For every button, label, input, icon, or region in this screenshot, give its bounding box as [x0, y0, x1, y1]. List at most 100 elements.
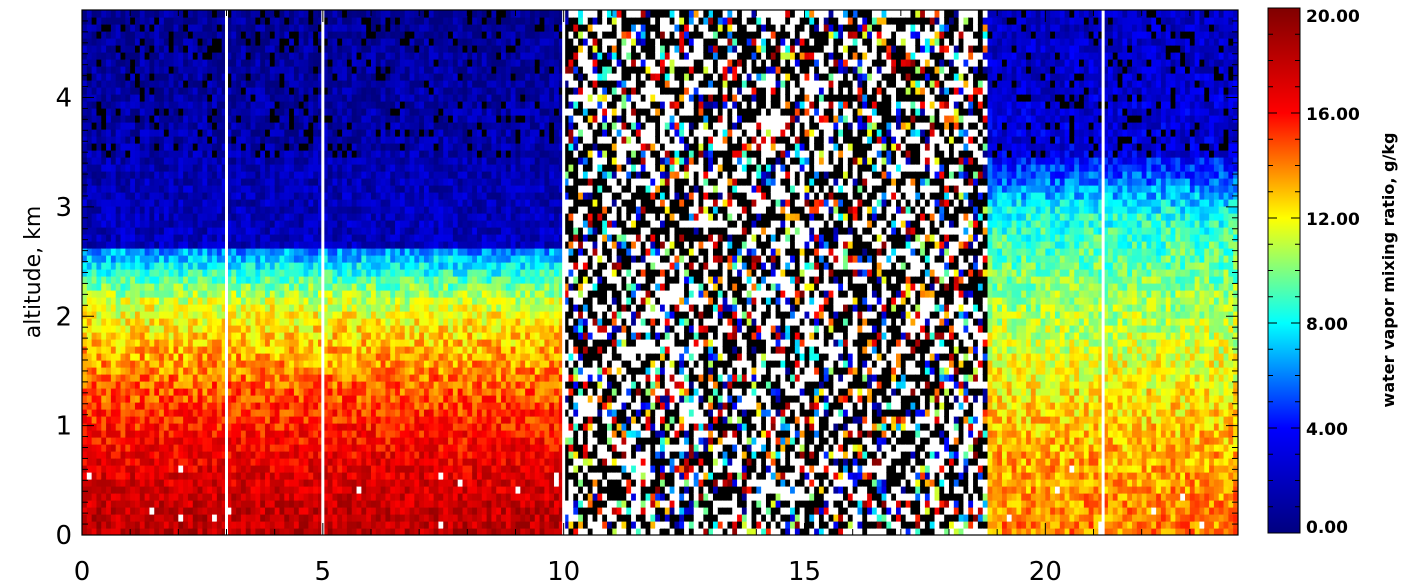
heatmap-cell — [187, 297, 194, 305]
heatmap-cell — [115, 101, 122, 109]
heatmap-cell — [120, 290, 126, 298]
heatmap-cell — [96, 269, 102, 277]
heatmap-cell — [395, 45, 401, 53]
heatmap-cell — [265, 500, 271, 508]
heatmap-cell — [255, 108, 261, 116]
heatmap-cell — [250, 10, 256, 18]
heatmap-cell — [183, 353, 189, 361]
heatmap-cell — [342, 45, 348, 53]
heatmap-cell — [192, 486, 199, 494]
heatmap-cell — [82, 423, 88, 431]
heatmap-cell — [293, 493, 300, 501]
heatmap-cell — [318, 283, 324, 291]
heatmap-cell — [322, 52, 329, 60]
heatmap-cell — [255, 409, 261, 417]
heatmap-cell — [226, 290, 232, 298]
heatmap-cell — [125, 451, 131, 459]
heatmap-cell — [279, 507, 285, 515]
heatmap-cell — [303, 311, 309, 319]
heatmap-cell — [274, 297, 281, 305]
heatmap-cell — [332, 115, 338, 123]
heatmap-cell — [82, 339, 88, 347]
heatmap-cell — [130, 150, 136, 158]
heatmap-cell — [101, 66, 107, 74]
heatmap-cell — [110, 325, 117, 333]
heatmap-cell — [260, 122, 266, 130]
heatmap-cell — [226, 206, 232, 214]
heatmap-cell — [298, 52, 305, 60]
heatmap-cell — [91, 283, 98, 291]
heatmap-cell — [221, 17, 228, 25]
heatmap-cell — [318, 528, 324, 535]
heatmap-cell — [371, 143, 377, 151]
heatmap-cell — [274, 465, 281, 473]
heatmap-cell — [187, 38, 194, 46]
heatmap-cell — [284, 192, 290, 200]
heatmap-cell — [399, 472, 406, 480]
heatmap-cell — [149, 423, 155, 431]
heatmap-cell — [178, 73, 184, 81]
heatmap-cell — [274, 430, 281, 438]
heatmap-cell — [96, 262, 102, 270]
heatmap-cell — [337, 17, 343, 25]
heatmap-cell — [115, 346, 122, 354]
heatmap-cell — [159, 24, 165, 32]
heatmap-cell — [351, 325, 358, 333]
heatmap-cell — [380, 360, 387, 368]
heatmap-cell — [236, 164, 242, 172]
heatmap-cell — [255, 402, 261, 410]
heatmap-cell — [351, 472, 358, 480]
heatmap-cell — [187, 87, 194, 95]
heatmap-cell — [106, 143, 112, 151]
heatmap-cell — [390, 493, 396, 501]
heatmap-cell — [125, 248, 131, 256]
heatmap-cell — [289, 395, 295, 403]
heatmap-cell — [178, 255, 184, 263]
heatmap-cell — [149, 94, 155, 102]
heatmap-cell — [308, 164, 314, 172]
heatmap-cell — [221, 143, 228, 151]
heatmap-cell — [293, 87, 300, 95]
heatmap-cell — [279, 339, 285, 347]
heatmap-cell — [202, 423, 208, 431]
heatmap-cell — [308, 318, 314, 326]
heatmap-cell — [125, 45, 131, 53]
heatmap-cell — [91, 416, 98, 424]
heatmap-cell — [173, 269, 179, 277]
heatmap-cell — [187, 367, 194, 375]
heatmap-cell — [106, 80, 112, 88]
heatmap-cell — [395, 339, 401, 347]
heatmap-cell — [120, 500, 126, 508]
heatmap-cell — [265, 290, 271, 298]
heatmap-cell — [284, 73, 290, 81]
heatmap-cell — [395, 486, 401, 494]
heatmap-cell — [231, 178, 237, 186]
heatmap-cell — [187, 346, 194, 354]
heatmap-cell — [342, 143, 348, 151]
heatmap-cell — [115, 150, 122, 158]
heatmap-cell — [375, 416, 382, 424]
heatmap-cell — [202, 129, 208, 137]
heatmap-cell — [245, 514, 252, 522]
heatmap-cell — [265, 283, 271, 291]
heatmap-cell — [231, 122, 237, 130]
heatmap-cell — [212, 143, 218, 151]
heatmap-cell — [163, 255, 170, 263]
heatmap-cell — [303, 157, 309, 165]
heatmap-cell — [159, 402, 165, 410]
heatmap-cell — [342, 150, 348, 158]
heatmap-cell — [284, 101, 290, 109]
heatmap-cell — [134, 108, 141, 116]
heatmap-cell — [207, 311, 213, 319]
heatmap-cell — [342, 374, 348, 382]
heatmap-cell — [245, 416, 252, 424]
heatmap-cell — [110, 66, 117, 74]
heatmap-cell — [351, 360, 358, 368]
heatmap-cell — [390, 136, 396, 144]
heatmap-cell — [207, 367, 213, 375]
heatmap-cell — [115, 220, 122, 228]
heatmap-cell — [178, 444, 184, 452]
heatmap-cell — [125, 472, 131, 480]
heatmap-cell — [337, 171, 343, 179]
heatmap-cell — [313, 24, 319, 32]
